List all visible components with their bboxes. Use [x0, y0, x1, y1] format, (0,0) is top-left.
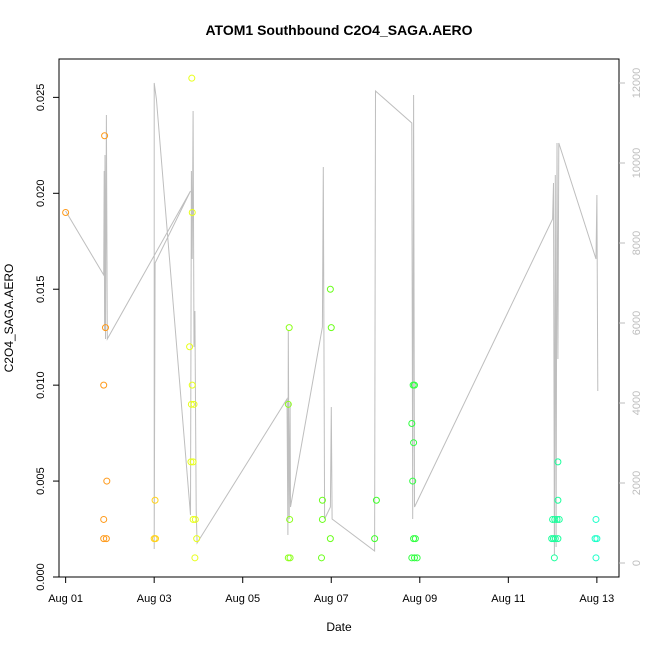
data-point — [410, 554, 418, 562]
data-point — [101, 324, 109, 332]
data-point — [549, 515, 557, 523]
x-axis-label: Date — [326, 620, 352, 634]
data-point — [411, 535, 419, 543]
data-point — [593, 535, 601, 543]
x-axis-tick-label: Aug 01 — [48, 593, 83, 605]
right-axis-tick-label: 12000 — [631, 68, 643, 99]
y-axis-tick-label: 0.000 — [35, 563, 47, 591]
data-point — [188, 74, 196, 82]
x-axis-tick-label: Aug 03 — [137, 593, 172, 605]
data-point — [189, 515, 197, 523]
y-axis-label: C2O4_SAGA.AERO — [2, 264, 16, 373]
data-point — [191, 515, 199, 523]
data-point — [152, 535, 160, 543]
x-axis-tick-label: Aug 13 — [579, 593, 614, 605]
data-point — [327, 324, 335, 332]
right-axis-tick-label: 10000 — [631, 148, 643, 179]
data-point — [186, 343, 194, 351]
data-point — [318, 515, 326, 523]
right-axis-tick-label: 8000 — [631, 231, 643, 255]
x-axis-tick-label: Aug 07 — [314, 593, 349, 605]
data-point — [151, 496, 159, 504]
y-axis-tick-label: 0.020 — [35, 180, 47, 208]
right-axis-tick-label: 0 — [631, 560, 643, 566]
data-point — [326, 535, 334, 543]
data-point — [592, 554, 600, 562]
data-point — [101, 132, 109, 140]
data-point — [103, 477, 111, 485]
data-point — [188, 208, 196, 216]
data-point — [326, 285, 334, 293]
x-axis: Aug 01 Aug 03 Aug 05 Aug 07 Aug 09 Aug 11 Aug … — [48, 576, 614, 605]
data-point — [62, 208, 70, 216]
right-axis-tick-label: 2000 — [631, 471, 643, 495]
data-point — [193, 535, 201, 543]
data-point — [100, 535, 108, 543]
y-axis-tick-label: 0.005 — [35, 467, 47, 495]
data-point — [409, 477, 417, 485]
data-point — [550, 554, 558, 562]
series-line — [65, 82, 599, 556]
y-axis-tick-label: 0.025 — [35, 84, 47, 112]
data-point — [187, 400, 195, 408]
data-point — [190, 400, 198, 408]
data-point — [191, 554, 199, 562]
data-point — [189, 458, 197, 466]
data-point — [100, 515, 108, 523]
data-point — [410, 439, 418, 447]
data-point — [408, 420, 416, 428]
x-axis-tick-label: Aug 05 — [225, 593, 260, 605]
right-axis-tick-label: 4000 — [631, 391, 643, 415]
data-point — [284, 400, 292, 408]
data-point — [371, 535, 379, 543]
data-point — [551, 515, 559, 523]
data-point — [372, 496, 380, 504]
data-point — [188, 381, 196, 389]
data-point — [318, 554, 326, 562]
data-point — [592, 515, 600, 523]
data-point — [554, 458, 562, 466]
data-point — [555, 515, 563, 523]
data-point — [100, 381, 108, 389]
data-point — [551, 535, 559, 543]
data-point — [187, 458, 195, 466]
data-point — [286, 515, 294, 523]
data-point — [553, 515, 561, 523]
right-axis-tick-label: 6000 — [631, 311, 643, 335]
data-point — [554, 496, 562, 504]
x-axis-tick-label: Aug 09 — [402, 593, 437, 605]
data-point — [408, 554, 416, 562]
data-point — [413, 554, 421, 562]
data-point — [285, 324, 293, 332]
right-axis: 0 2000 4000 6000 8000 10000 12000 — [619, 68, 643, 566]
data-point — [286, 554, 294, 562]
y-axis: 0.000 0.005 0.010 0.015 0.020 0.025 — [35, 84, 59, 591]
chart-title: ATOM1 Southbound C2O4_SAGA.AERO — [205, 22, 472, 38]
x-axis-tick-label: Aug 11 — [491, 593, 525, 605]
y-axis-tick-label: 0.015 — [35, 275, 47, 303]
data-point — [318, 496, 326, 504]
data-point — [102, 535, 110, 543]
y-axis-tick-label: 0.010 — [35, 371, 47, 399]
data-point — [410, 381, 418, 389]
line-series — [65, 82, 599, 556]
scatter-points — [62, 74, 601, 562]
data-point — [554, 535, 562, 543]
